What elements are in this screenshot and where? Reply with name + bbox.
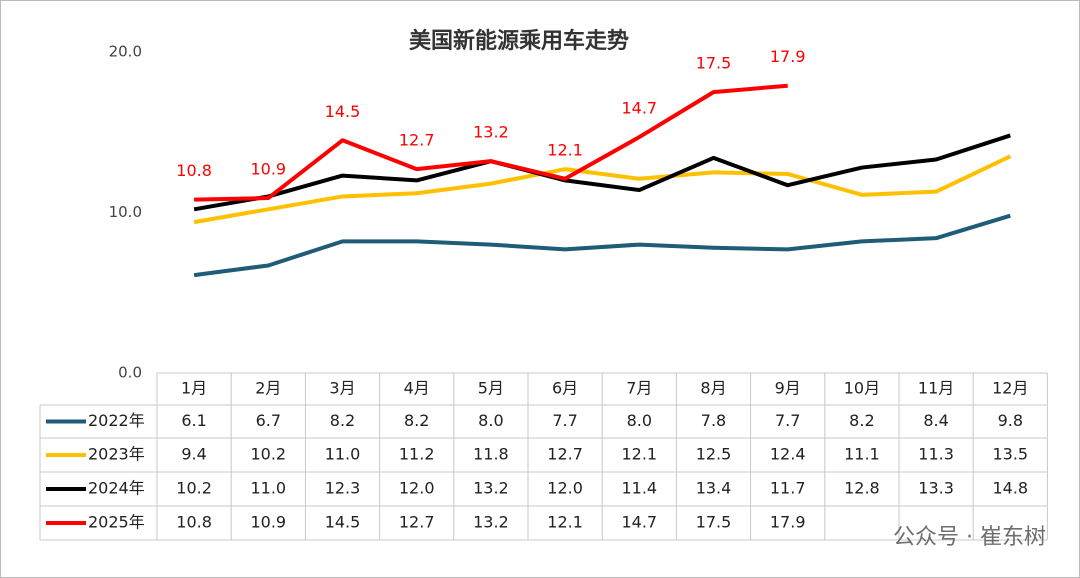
data-label: 14.7 xyxy=(621,99,657,118)
table-cell: 10.2 xyxy=(250,445,286,464)
x-tick-label: 9月 xyxy=(775,379,801,398)
table-cell: 17.9 xyxy=(770,513,806,532)
x-tick-label: 2月 xyxy=(255,379,281,398)
data-label: 12.7 xyxy=(399,131,435,150)
table-cell: 17.5 xyxy=(696,513,732,532)
table-cell: 8.4 xyxy=(923,411,948,430)
x-tick-label: 4月 xyxy=(404,379,430,398)
y-tick-label: 10.0 xyxy=(109,203,142,221)
legend-label: 2022年 xyxy=(88,411,145,430)
x-tick-label: 11月 xyxy=(918,379,954,398)
x-tick-label: 7月 xyxy=(626,379,652,398)
data-label: 10.9 xyxy=(250,160,286,179)
table-cell: 12.1 xyxy=(621,445,657,464)
series-line xyxy=(194,83,788,202)
table-cell: 12.0 xyxy=(399,479,435,498)
table-cell: 7.7 xyxy=(775,411,800,430)
watermark: 公众号 · 崔东树 xyxy=(893,525,1046,550)
table-cell: 13.4 xyxy=(696,479,732,498)
table-cell: 12.7 xyxy=(547,445,583,464)
table-cell: 12.0 xyxy=(547,479,583,498)
table-cell: 13.5 xyxy=(992,445,1028,464)
table-cell: 14.8 xyxy=(992,479,1028,498)
chart-title: 美国新能源乘用车走势 xyxy=(409,28,629,54)
table-cell: 12.5 xyxy=(696,445,732,464)
x-tick-label: 5月 xyxy=(478,379,504,398)
data-label: 17.9 xyxy=(770,47,806,66)
table-cell: 8.2 xyxy=(404,411,429,430)
table-cell: 8.2 xyxy=(849,411,874,430)
table-cell: 9.8 xyxy=(998,411,1023,430)
table-cell: 13.3 xyxy=(918,479,954,498)
legend-label: 2024年 xyxy=(88,479,145,498)
table-cell: 14.7 xyxy=(621,513,657,532)
table-cell: 8.0 xyxy=(478,411,503,430)
table-cell: 8.0 xyxy=(627,411,652,430)
table-cell: 11.0 xyxy=(250,479,286,498)
x-tick-label: 1月 xyxy=(181,379,207,398)
data-label: 17.5 xyxy=(696,54,732,73)
table-cell: 6.1 xyxy=(181,411,206,430)
x-tick-label: 3月 xyxy=(329,379,355,398)
table-cell: 7.7 xyxy=(552,411,577,430)
table-cell: 11.4 xyxy=(621,479,657,498)
table-cell: 12.8 xyxy=(844,479,880,498)
table-cell: 12.7 xyxy=(399,513,435,532)
data-label: 10.8 xyxy=(176,161,212,180)
table-cell: 11.7 xyxy=(770,479,806,498)
x-tick-label: 6月 xyxy=(552,379,578,398)
table-cell: 10.2 xyxy=(176,479,212,498)
y-tick-label: 20.0 xyxy=(109,43,142,61)
table-cell: 14.5 xyxy=(325,513,361,532)
legend-label: 2023年 xyxy=(88,445,145,464)
x-tick-label: 10月 xyxy=(844,379,880,398)
table-cell: 10.9 xyxy=(250,513,286,532)
table-cell: 9.4 xyxy=(181,445,206,464)
x-tick-label: 8月 xyxy=(700,379,726,398)
data-label: 13.2 xyxy=(473,123,509,142)
table-cell: 12.3 xyxy=(325,479,361,498)
table-cell: 7.8 xyxy=(701,411,726,430)
table-cell: 11.0 xyxy=(325,445,361,464)
series-line xyxy=(193,154,1012,225)
y-tick-label: 0.0 xyxy=(118,364,142,382)
table-cell: 13.2 xyxy=(473,479,509,498)
table-cell: 11.8 xyxy=(473,445,509,464)
table-cell: 11.2 xyxy=(399,445,435,464)
table-cell: 13.2 xyxy=(473,513,509,532)
legend-label: 2025年 xyxy=(88,513,145,532)
series-line xyxy=(193,133,1011,212)
data-label: 12.1 xyxy=(547,140,583,159)
data-label: 14.5 xyxy=(325,102,361,121)
x-tick-label: 12月 xyxy=(992,379,1028,398)
table-cell: 8.2 xyxy=(330,411,355,430)
table-cell: 6.7 xyxy=(256,411,281,430)
series-line xyxy=(193,213,1011,278)
table-cell: 12.1 xyxy=(547,513,583,532)
table-cell: 10.8 xyxy=(176,513,212,532)
table-cell: 11.3 xyxy=(918,445,954,464)
table-cell: 11.1 xyxy=(844,445,880,464)
table-cell: 12.4 xyxy=(770,445,806,464)
